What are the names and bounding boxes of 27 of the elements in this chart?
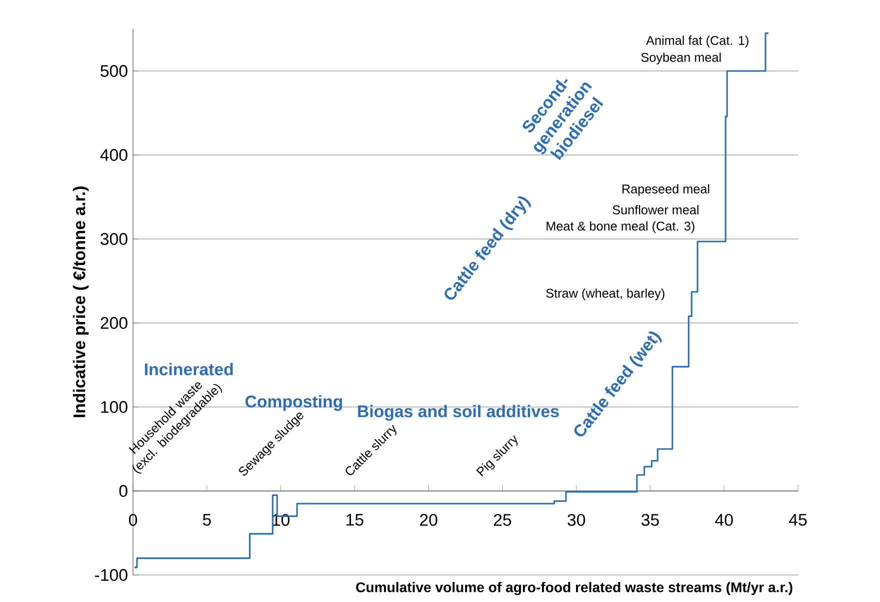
y-tick-label: 0 bbox=[119, 485, 128, 497]
annotation: Straw (wheat, barley) bbox=[546, 288, 664, 300]
x-tick-label: 0 bbox=[128, 514, 138, 526]
y-tick-label: 400 bbox=[100, 149, 128, 161]
annotation: Biogas and soil additives bbox=[358, 404, 559, 421]
y-tick-label: -100 bbox=[95, 569, 128, 581]
x-tick-label: 5 bbox=[202, 514, 211, 526]
y-tick-label: 200 bbox=[100, 317, 128, 329]
y-tick-label: 500 bbox=[100, 65, 128, 77]
x-tick-label: 15 bbox=[346, 514, 364, 526]
y-tick-label: 300 bbox=[100, 233, 128, 245]
x-tick-label: 40 bbox=[715, 514, 733, 526]
y-axis-title: Indicative price ( €/tonne a.r.) bbox=[72, 186, 89, 418]
annotation: Composting bbox=[245, 395, 342, 411]
annotation: Sunflower meal bbox=[612, 205, 698, 214]
x-tick-label: 25 bbox=[494, 514, 512, 526]
x-axis-title: Cumulative volume of agro-food related waste streams (Mt/yr a.r.) bbox=[356, 582, 792, 596]
x-tick-label: 45 bbox=[789, 514, 807, 526]
x-tick-label: 35 bbox=[641, 514, 659, 526]
annotation: Animal fat (Cat. 1) bbox=[646, 36, 748, 48]
x-tick-label: 30 bbox=[568, 514, 586, 526]
annotation: Soybean meal bbox=[641, 52, 721, 64]
annotation: Rapeseed meal bbox=[622, 184, 710, 196]
annotation: Incinerated bbox=[144, 362, 233, 376]
y-tick-label: 100 bbox=[101, 401, 128, 413]
x-tick-label: 20 bbox=[420, 514, 438, 526]
annotation: Meat & bone meal (Cat. 3) bbox=[546, 221, 694, 234]
